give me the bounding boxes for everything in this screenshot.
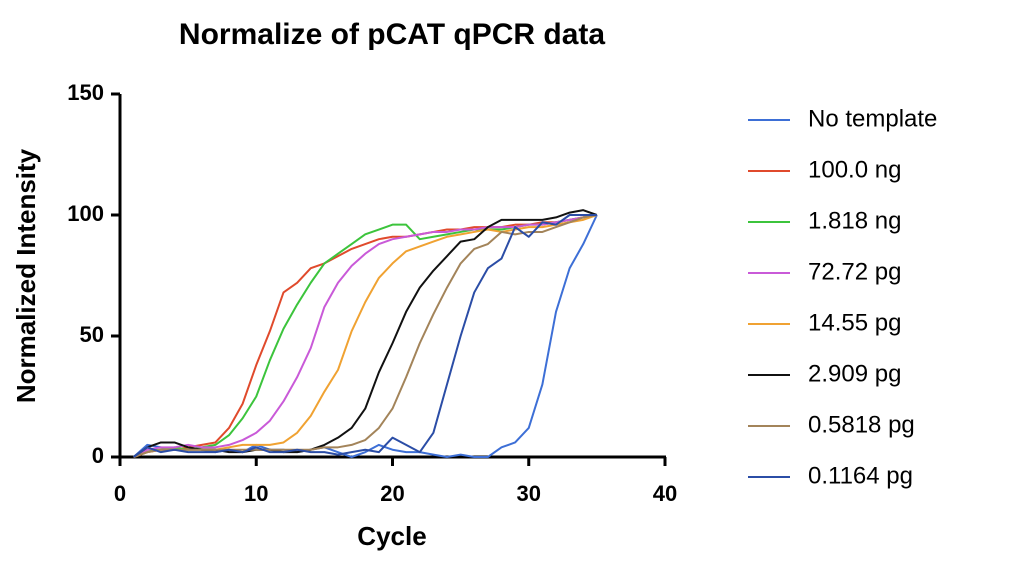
series-line xyxy=(133,214,598,458)
y-tick-label: 150 xyxy=(67,80,104,105)
y-tick-label: 0 xyxy=(92,443,104,468)
series-line xyxy=(132,214,598,458)
legend-label: 100.0 ng xyxy=(808,156,901,183)
series-line xyxy=(133,214,598,458)
legend-label: No template xyxy=(808,105,937,132)
legend-label: 0.1164 pg xyxy=(808,462,913,489)
series-line xyxy=(133,214,598,458)
y-tick-label: 100 xyxy=(67,201,104,226)
x-axis-label: Cycle xyxy=(357,521,426,551)
chart-title: Normalize of pCAT qPCR data xyxy=(179,18,605,51)
x-tick-label: 20 xyxy=(380,481,404,506)
series-line xyxy=(133,214,598,458)
legend-label: 72.72 pg xyxy=(808,258,901,285)
legend-label: 2.909 pg xyxy=(808,360,901,387)
legend-label: 1.818 ng xyxy=(808,207,901,234)
x-tick-label: 40 xyxy=(653,481,677,506)
legend-label: 0.5818 pg xyxy=(808,411,915,438)
y-tick-label: 50 xyxy=(80,322,104,347)
legend-label: 14.55 pg xyxy=(808,309,901,336)
x-tick-label: 10 xyxy=(244,481,268,506)
series-line xyxy=(133,214,597,458)
y-axis-label: Normalized Intensity xyxy=(11,148,41,403)
x-tick-label: 30 xyxy=(517,481,541,506)
series-line xyxy=(133,209,598,458)
series-line xyxy=(133,214,598,458)
x-tick-label: 0 xyxy=(114,481,126,506)
